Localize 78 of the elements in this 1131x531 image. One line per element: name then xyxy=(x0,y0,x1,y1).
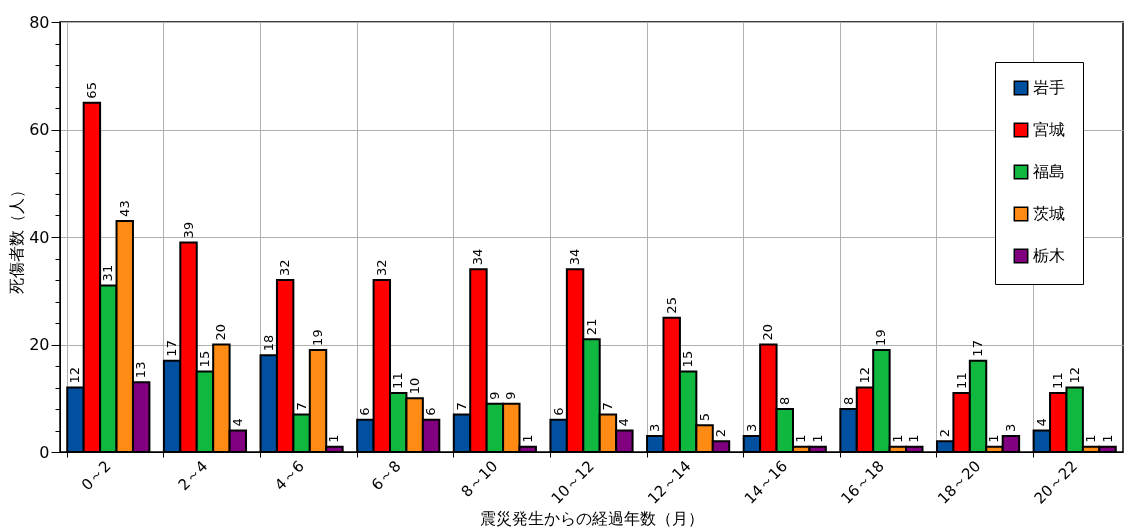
data-label: 1 xyxy=(986,434,1002,443)
data-label: 19 xyxy=(310,329,326,346)
data-label: 1 xyxy=(809,434,825,443)
x-tick-label: 20～22 xyxy=(1030,457,1082,508)
y-tick-label: 80 xyxy=(29,12,50,32)
x-tick-label: 12～14 xyxy=(644,457,695,508)
data-label: 17 xyxy=(164,340,180,357)
data-label: 13 xyxy=(133,361,149,379)
data-label: 9 xyxy=(503,391,519,400)
data-label: 19 xyxy=(873,329,889,346)
data-label: 65 xyxy=(83,82,99,99)
data-label: 11 xyxy=(1050,372,1066,389)
x-tick-label: 18～20 xyxy=(934,457,985,508)
data-label: 34 xyxy=(470,248,486,266)
x-tick-label: 16～18 xyxy=(837,457,888,508)
data-label: 21 xyxy=(583,318,599,336)
data-label: 43 xyxy=(116,200,132,217)
data-label: 32 xyxy=(277,259,293,276)
x-tick-label: 2～4 xyxy=(174,457,212,494)
data-label: 34 xyxy=(567,248,583,266)
data-label: 5 xyxy=(696,412,712,422)
legend-label: 栃木 xyxy=(1033,246,1065,265)
data-label: 7 xyxy=(293,402,309,411)
data-label: 15 xyxy=(196,350,212,368)
data-label: 25 xyxy=(663,297,679,314)
data-label: 11 xyxy=(390,372,406,389)
data-label: 4 xyxy=(229,418,245,427)
x-tick-label: 10～12 xyxy=(547,457,598,508)
data-label: 12 xyxy=(67,366,83,384)
y-tick-label: 40 xyxy=(29,227,50,247)
data-label: 7 xyxy=(599,402,615,411)
data-label: 1 xyxy=(1083,434,1099,443)
data-label: 3 xyxy=(1002,423,1018,432)
data-label: 17 xyxy=(970,340,986,357)
data-label: 1 xyxy=(519,434,535,443)
data-label: 1 xyxy=(889,434,905,443)
data-label: 6 xyxy=(423,407,439,416)
x-tick-label: 6～8 xyxy=(367,457,405,494)
data-label: 7 xyxy=(454,402,470,411)
data-label: 12 xyxy=(856,366,872,384)
x-tick-label: 14～16 xyxy=(740,457,792,508)
legend-label: 宮城 xyxy=(1033,120,1065,139)
x-tick-label: 4～6 xyxy=(271,457,308,494)
y-tick-label: 20 xyxy=(29,335,50,354)
data-label: 4 xyxy=(616,418,632,427)
data-label: 12 xyxy=(1066,366,1082,384)
y-tick-label: 60 xyxy=(29,120,50,139)
legend-label: 岩手 xyxy=(1033,78,1065,97)
data-label: 3 xyxy=(647,423,663,432)
data-label: 4 xyxy=(1033,418,1049,427)
data-label: 10 xyxy=(406,377,422,395)
data-label: 6 xyxy=(357,407,373,416)
data-label: 1 xyxy=(326,434,342,443)
data-label: 2 xyxy=(712,428,728,438)
legend-label: 茨城 xyxy=(1033,204,1065,223)
data-label: 1 xyxy=(793,434,809,443)
data-label: 3 xyxy=(743,423,759,432)
y-axis-title: 死傷者数（人） xyxy=(7,181,27,294)
legend-label: 福島 xyxy=(1033,162,1065,181)
data-label: 9 xyxy=(486,391,502,400)
data-label: 8 xyxy=(840,396,856,405)
data-label: 15 xyxy=(680,350,696,368)
data-label: 8 xyxy=(776,396,792,405)
data-label: 31 xyxy=(100,264,116,282)
data-label: 1 xyxy=(906,434,922,443)
data-label: 39 xyxy=(180,221,196,239)
x-axis-title: 震災発生からの経過年数（月） xyxy=(480,508,704,528)
data-label: 20 xyxy=(760,323,776,341)
data-label: 11 xyxy=(953,372,969,389)
data-label: 2 xyxy=(937,428,953,438)
data-label: 1 xyxy=(1099,434,1115,443)
x-tick-label: 0～2 xyxy=(77,457,115,494)
data-label: 32 xyxy=(373,259,389,276)
data-label: 6 xyxy=(550,407,566,416)
data-label: 18 xyxy=(260,334,276,352)
data-label: 20 xyxy=(213,323,229,341)
x-tick-label: 8～10 xyxy=(457,457,502,501)
y-tick-label: 0 xyxy=(39,442,50,462)
